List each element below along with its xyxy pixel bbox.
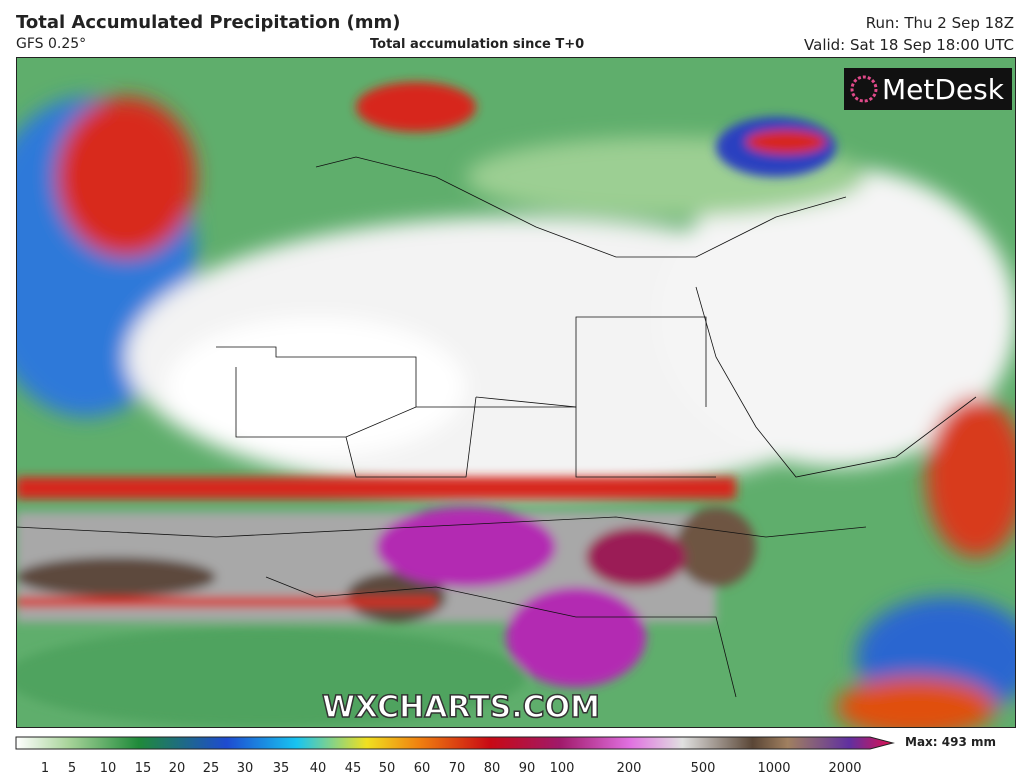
colorbar-tick-label: 2000	[828, 761, 861, 776]
colorbar-tick-label: 200	[617, 761, 642, 776]
colorbar-tick-label: 35	[273, 761, 290, 776]
logo: MetDesk	[882, 73, 1005, 106]
colorbar-tick-label: 70	[449, 761, 466, 776]
colorbar-tick-label: 5	[68, 761, 76, 776]
colorbar-tick-label: 90	[519, 761, 536, 776]
colorbar-tick-label: 1	[41, 761, 49, 776]
colorbar: 1 5 10 15 20 25 30 35 40 45 50 60 70 80 90 100 200 500 100…	[15, 736, 895, 776]
colorbar-tick-label: 1000	[757, 761, 790, 776]
title: Total Accumulated Precipitation (mm)	[16, 12, 401, 33]
colorbar-tick-label: 100	[550, 761, 575, 776]
model: GFS 0.25°	[16, 36, 87, 52]
colorbar-tick-label: 40	[310, 761, 327, 776]
colorbar-tick-label: 25	[203, 761, 220, 776]
valid: Valid: Sat 18 Sep 18:00 UTC	[804, 36, 1014, 54]
watermark: WXCHARTS.COM	[322, 690, 600, 725]
map: MetDesk WXCHARTS.COM	[16, 57, 1016, 728]
colorbar-tick-label: 500	[691, 761, 716, 776]
colorbar-tick-label: 10	[100, 761, 117, 776]
colorbar-tick-label: 15	[135, 761, 152, 776]
subtitle: Total accumulation since T+0	[370, 37, 585, 52]
colorbar-tick-label: 50	[379, 761, 396, 776]
colorbar-tick-label: 20	[169, 761, 186, 776]
run: Run: Thu 2 Sep 18Z	[865, 14, 1014, 32]
colorbar-tick-label: 60	[414, 761, 431, 776]
colorbar-tick-label: 45	[345, 761, 362, 776]
colorbar-tick-label: 30	[237, 761, 254, 776]
map-frame	[16, 57, 1016, 728]
max-label: Max: 493 mm	[905, 735, 996, 749]
colorbar-tick-label: 80	[484, 761, 501, 776]
logo-box	[844, 68, 1012, 110]
